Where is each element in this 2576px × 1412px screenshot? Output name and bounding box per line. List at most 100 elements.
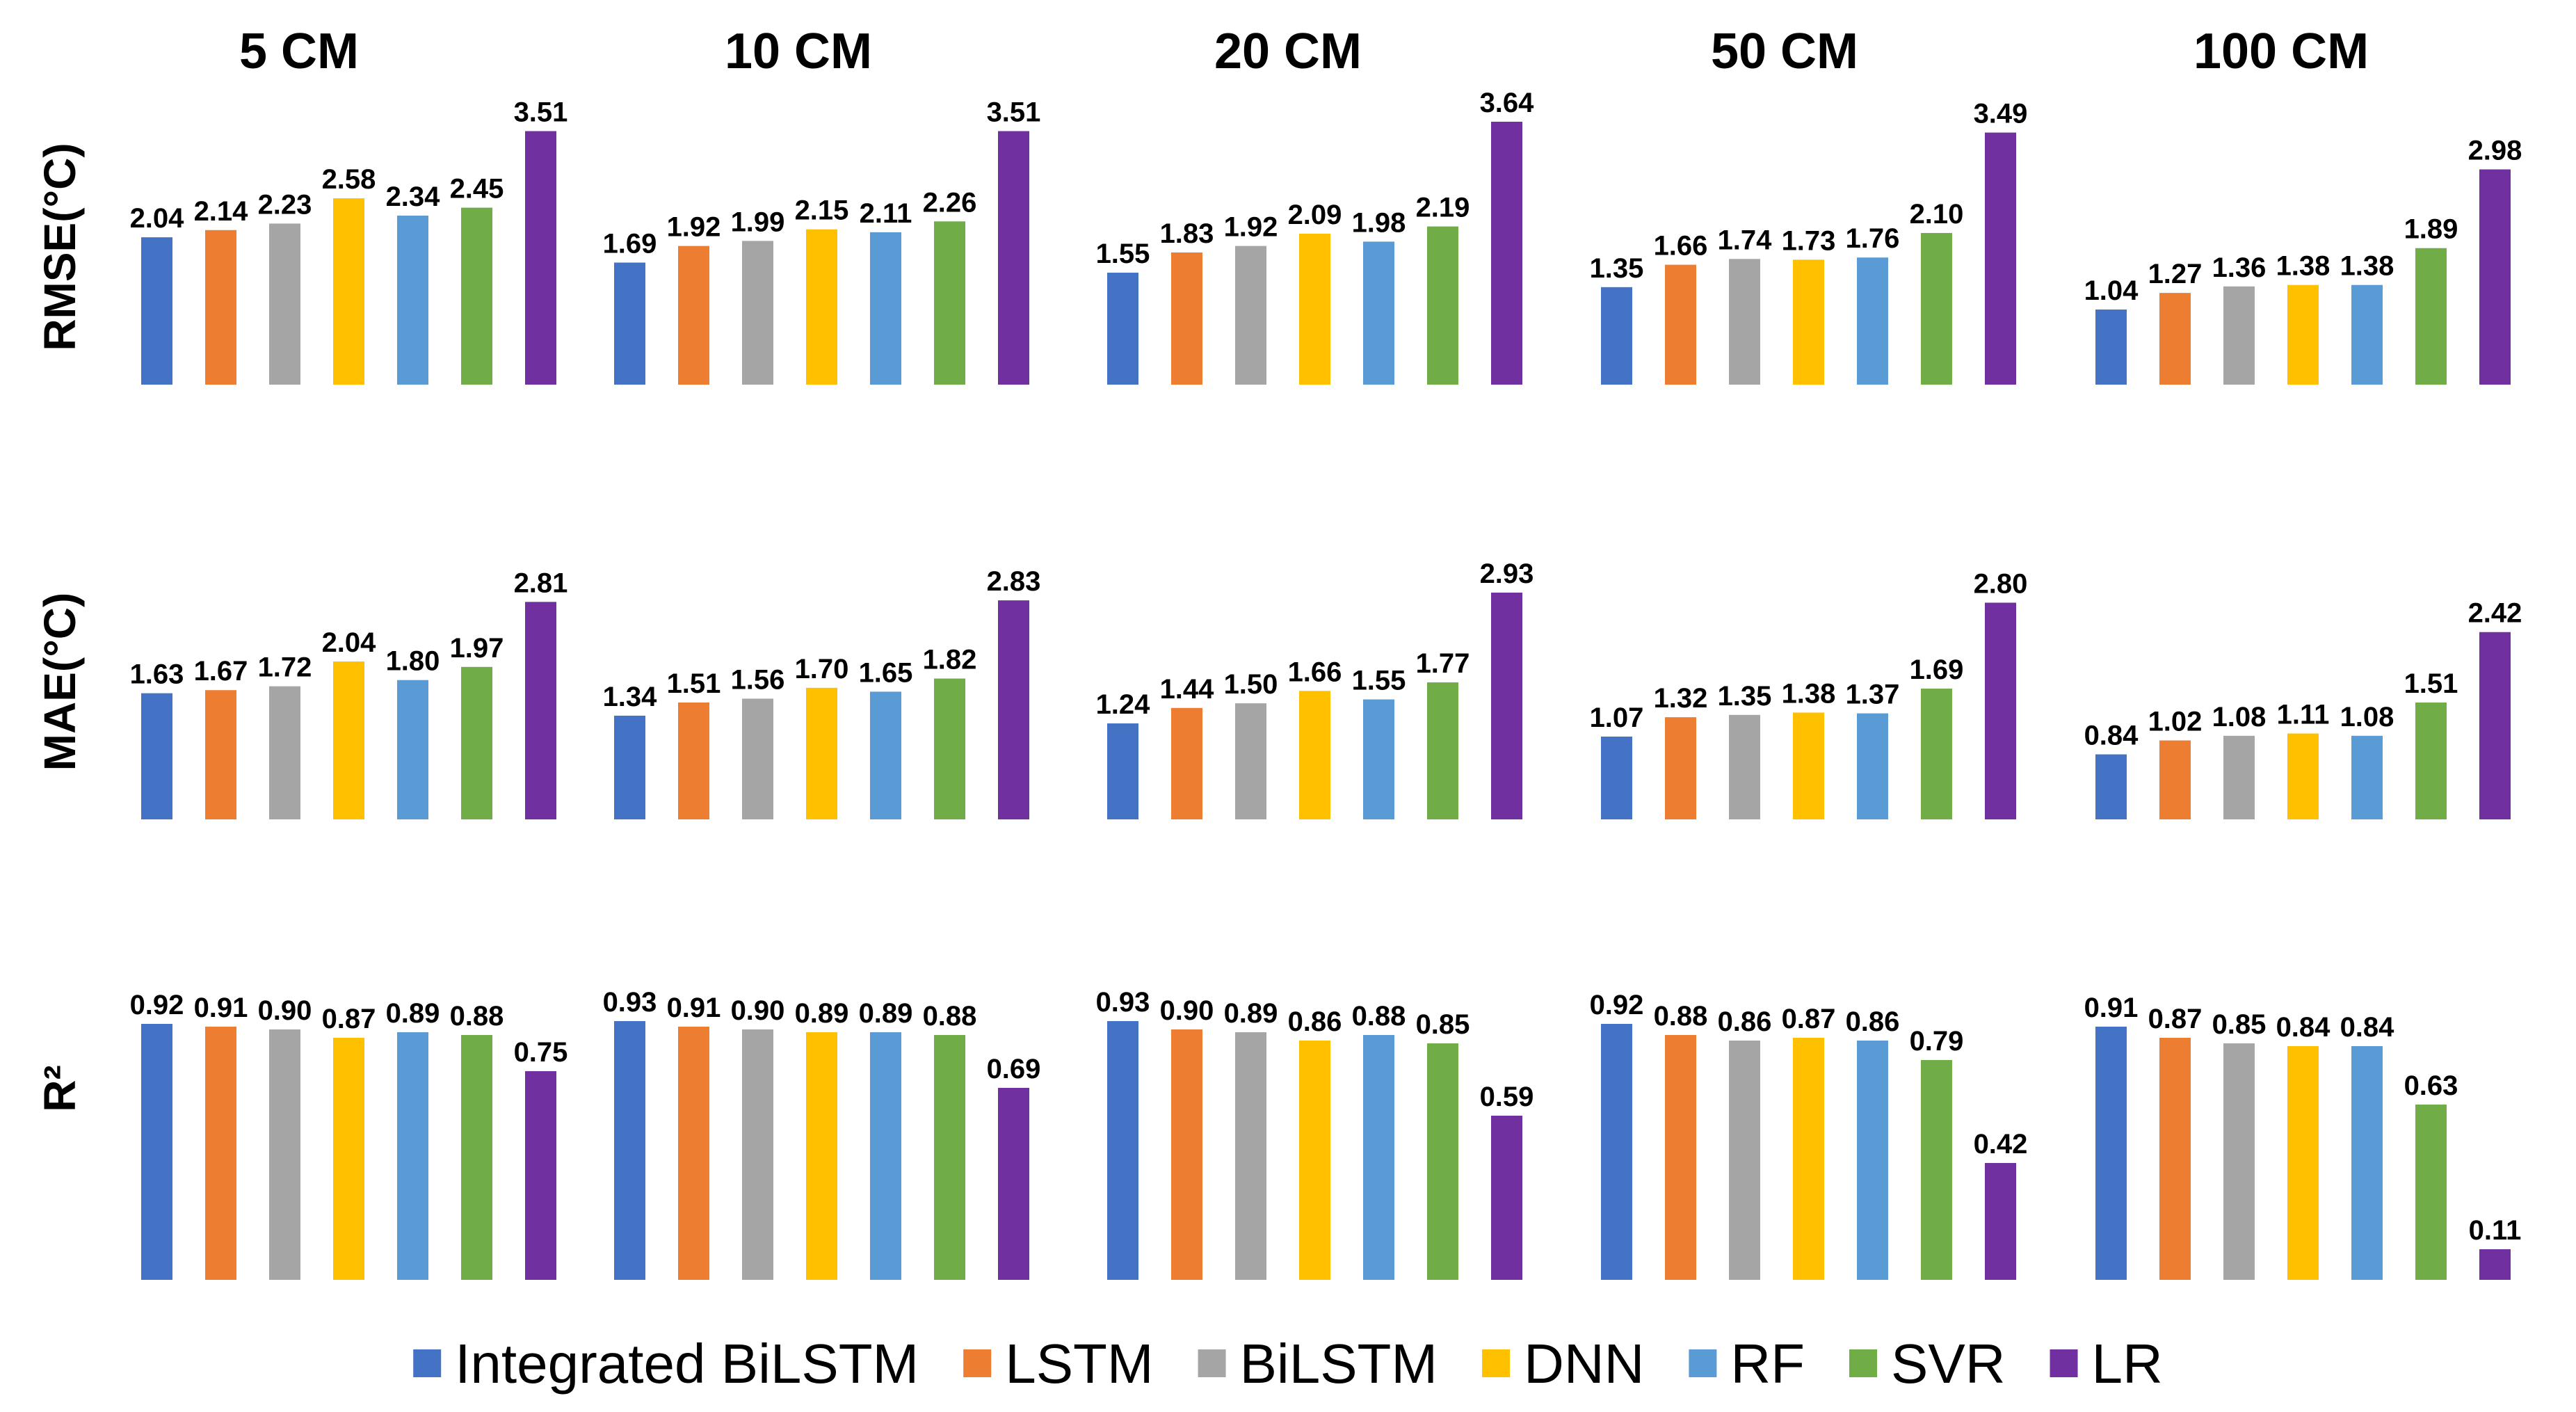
row-labels: RMSE(°C) MAE(°C) R² <box>35 143 85 1112</box>
bar-r-100-cm-bilstm <box>2223 1043 2255 1280</box>
bar-mae-c-20-cm-dnn <box>1299 691 1330 819</box>
value-label-mae-c-20-cm-integrated-bilstm: 1.24 <box>1096 689 1151 720</box>
bar-r-50-cm-lstm <box>1665 1035 1696 1280</box>
bar-rmse-c-5-cm-svr <box>461 207 492 385</box>
value-label-mae-c-20-cm-bilstm: 1.50 <box>1224 669 1278 700</box>
value-label-rmse-c-5-cm-integrated-bilstm: 2.04 <box>130 203 185 234</box>
legend: Integrated BiLSTM LSTM BiLSTM DNN RF SVR LR <box>413 1333 2163 1395</box>
value-label-r-20-cm-rf: 0.88 <box>1352 1001 1406 1032</box>
bar-r-100-cm-integrated-bilstm <box>2095 1027 2127 1280</box>
value-label-rmse-c-10-cm-lr: 3.51 <box>987 97 1041 128</box>
legend-label-rf: RF <box>1730 1333 1805 1395</box>
value-label-r-20-cm-lr: 0.59 <box>1480 1082 1534 1112</box>
value-label-r-10-cm-lr: 0.69 <box>987 1054 1041 1084</box>
value-label-rmse-c-5-cm-dnn: 2.58 <box>322 164 376 195</box>
bar-mae-c-100-cm-lstm <box>2159 740 2191 819</box>
value-label-mae-c-5-cm-integrated-bilstm: 1.63 <box>130 659 184 690</box>
bar-rmse-c-20-cm-lstm <box>1171 252 1202 385</box>
legend-swatch-dnn <box>1482 1349 1511 1377</box>
bar-r-10-cm-integrated-bilstm <box>614 1021 645 1280</box>
value-label-r-100-cm-lstm: 0.87 <box>2148 1004 2203 1034</box>
bar-rmse-c-100-cm-dnn <box>2287 284 2319 385</box>
value-label-rmse-c-20-cm-bilstm: 1.92 <box>1224 212 1278 243</box>
row-label-rmse: RMSE(°C) <box>35 143 85 351</box>
bar-rmse-c-100-cm-lr <box>2479 169 2511 385</box>
value-label-mae-c-10-cm-lstm: 1.51 <box>667 668 721 699</box>
value-label-r-50-cm-lstm: 0.88 <box>1654 1001 1708 1032</box>
bar-r-20-cm-dnn <box>1299 1041 1330 1280</box>
bar-r-50-cm-svr <box>1921 1060 1952 1280</box>
value-label-r-50-cm-bilstm: 0.86 <box>1718 1006 1772 1037</box>
bar-rmse-c-20-cm-bilstm <box>1235 246 1266 385</box>
bar-r-50-cm-lr <box>1985 1163 2016 1280</box>
bar-rmse-c-20-cm-lr <box>1491 122 1522 385</box>
bar-mae-c-50-cm-integrated-bilstm <box>1601 736 1632 819</box>
value-label-rmse-c-100-cm-lstm: 1.27 <box>2148 259 2203 289</box>
legend-swatch-rf <box>1689 1349 1717 1377</box>
bar-rmse-c-100-cm-svr <box>2415 248 2447 385</box>
value-label-r-20-cm-integrated-bilstm: 0.93 <box>1096 987 1150 1018</box>
column-title-100cm: 100 CM <box>2193 24 2369 79</box>
bar-rmse-c-100-cm-bilstm <box>2223 286 2255 385</box>
value-label-mae-c-100-cm-bilstm: 1.08 <box>2212 702 2267 732</box>
legend-label-lr: LR <box>2092 1333 2163 1395</box>
bar-mae-c-5-cm-integrated-bilstm <box>141 693 172 819</box>
bar-mae-c-20-cm-rf <box>1363 699 1394 819</box>
value-label-r-100-cm-integrated-bilstm: 0.91 <box>2084 993 2139 1023</box>
bar-rmse-c-20-cm-svr <box>1427 226 1458 385</box>
bar-rmse-c-10-cm-svr <box>934 221 965 385</box>
bar-r-100-cm-rf <box>2351 1046 2383 1280</box>
value-label-mae-c-20-cm-rf: 1.55 <box>1352 666 1406 696</box>
value-label-mae-c-10-cm-rf: 1.65 <box>859 657 913 688</box>
value-label-rmse-c-100-cm-rf: 1.38 <box>2340 251 2394 282</box>
value-label-rmse-c-100-cm-svr: 1.89 <box>2404 214 2458 245</box>
bar-rmse-c-5-cm-lr <box>525 131 556 385</box>
bar-r-10-cm-svr <box>934 1035 965 1280</box>
row-label-mae: MAE(°C) <box>35 593 85 771</box>
value-label-rmse-c-50-cm-integrated-bilstm: 1.35 <box>1590 253 1644 284</box>
value-label-mae-c-100-cm-svr: 1.51 <box>2404 668 2458 699</box>
value-label-rmse-c-10-cm-svr: 2.26 <box>923 187 977 218</box>
bar-mae-c-100-cm-integrated-bilstm <box>2095 754 2127 819</box>
value-label-mae-c-10-cm-dnn: 1.70 <box>795 654 849 684</box>
value-label-rmse-c-20-cm-integrated-bilstm: 1.55 <box>1096 239 1150 269</box>
value-label-r-5-cm-bilstm: 0.90 <box>258 995 312 1026</box>
value-label-r-5-cm-svr: 0.88 <box>450 1001 504 1032</box>
bar-mae-c-20-cm-lr <box>1491 593 1522 819</box>
value-label-rmse-c-10-cm-integrated-bilstm: 1.69 <box>603 229 657 259</box>
bar-mae-c-10-cm-integrated-bilstm <box>614 715 645 819</box>
bar-mae-c-100-cm-rf <box>2351 735 2383 819</box>
value-label-mae-c-5-cm-svr: 1.97 <box>450 633 504 664</box>
value-label-r-10-cm-dnn: 0.89 <box>795 998 849 1029</box>
bar-rmse-c-10-cm-lr <box>998 131 1029 385</box>
value-label-r-20-cm-svr: 0.85 <box>1416 1009 1470 1040</box>
value-label-rmse-c-20-cm-dnn: 2.09 <box>1288 200 1342 230</box>
value-label-mae-c-100-cm-dnn: 1.11 <box>2277 699 2330 730</box>
legend-label-lstm: LSTM <box>1005 1333 1153 1395</box>
column-title-20cm: 20 CM <box>1214 24 1362 79</box>
bar-rmse-c-5-cm-lstm <box>205 230 236 385</box>
bar-mae-c-50-cm-lstm <box>1665 717 1696 819</box>
bar-r-5-cm-lr <box>525 1071 556 1280</box>
value-label-r-100-cm-bilstm: 0.85 <box>2212 1009 2267 1040</box>
bar-rmse-c-10-cm-bilstm <box>742 241 773 385</box>
bar-rmse-c-50-cm-integrated-bilstm <box>1601 287 1632 385</box>
bar-mae-c-20-cm-svr <box>1427 682 1458 819</box>
value-label-rmse-c-5-cm-rf: 2.34 <box>386 182 441 212</box>
column-title-5cm: 5 CM <box>239 24 359 79</box>
value-label-rmse-c-5-cm-lr: 3.51 <box>514 97 568 128</box>
legend-swatch-svr <box>1849 1349 1878 1377</box>
bar-rmse-c-10-cm-dnn <box>806 229 837 385</box>
bar-r-10-cm-lr <box>998 1088 1029 1280</box>
bar-rmse-c-20-cm-dnn <box>1299 233 1330 385</box>
value-label-r-5-cm-lstm: 0.91 <box>194 993 248 1023</box>
value-label-rmse-c-50-cm-bilstm: 1.74 <box>1718 225 1773 255</box>
bar-mae-c-10-cm-rf <box>870 691 901 819</box>
value-label-mae-c-50-cm-bilstm: 1.35 <box>1718 681 1772 712</box>
bar-mae-c-50-cm-svr <box>1921 688 1952 819</box>
bar-rmse-c-50-cm-bilstm <box>1729 259 1760 385</box>
value-label-rmse-c-20-cm-lstm: 1.83 <box>1160 218 1214 249</box>
bar-mae-c-100-cm-bilstm <box>2223 735 2255 819</box>
value-label-rmse-c-10-cm-rf: 2.11 <box>860 198 912 229</box>
